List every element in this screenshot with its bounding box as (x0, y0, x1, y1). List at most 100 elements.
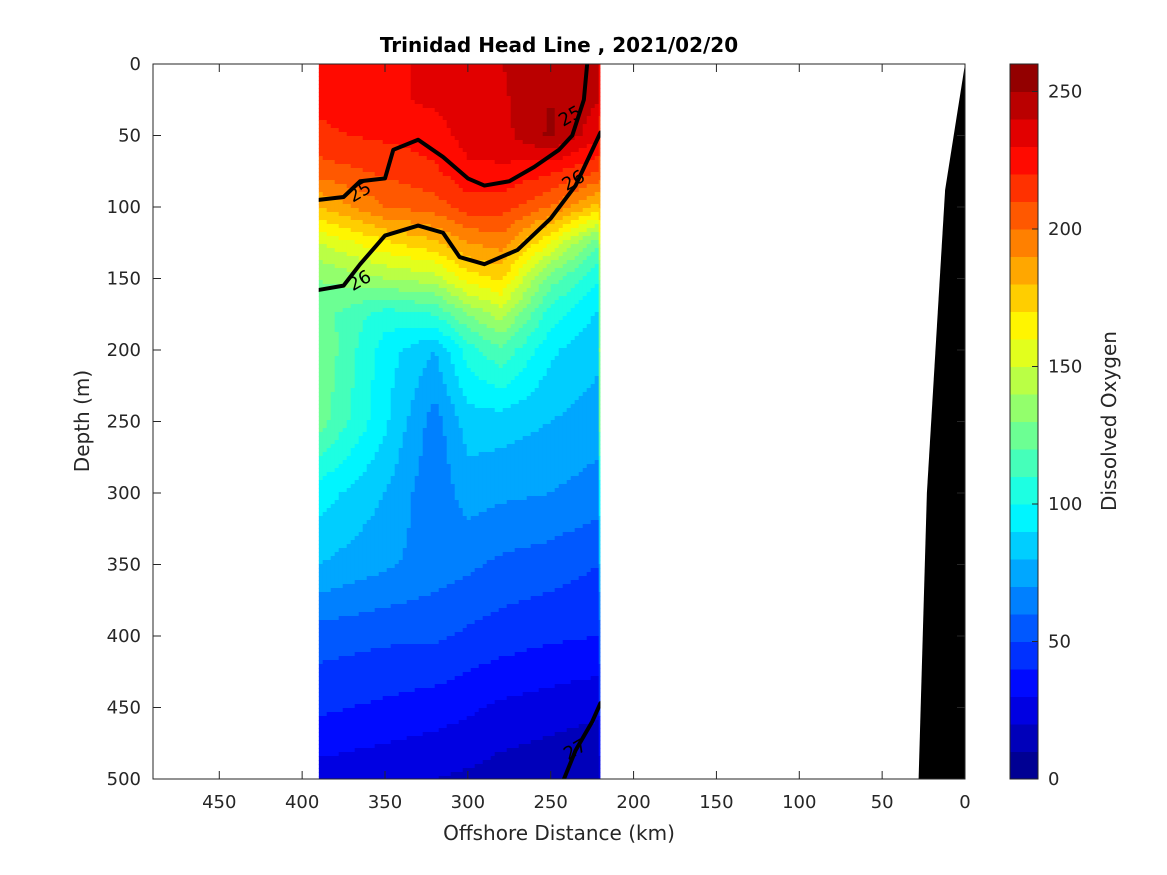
oxygen-cell (594, 224, 600, 229)
oxygen-cell (414, 64, 420, 69)
oxygen-cell (326, 308, 332, 313)
oxygen-cell (410, 196, 416, 201)
oxygen-cell (342, 292, 348, 297)
oxygen-cell (546, 108, 552, 113)
oxygen-cell (470, 100, 476, 105)
oxygen-cell (514, 96, 520, 101)
oxygen-cell (506, 104, 512, 109)
oxygen-cell (350, 256, 356, 261)
oxygen-cell (598, 64, 601, 69)
oxygen-cell (486, 112, 492, 117)
oxygen-cell (470, 212, 476, 217)
oxygen-cell (486, 212, 492, 217)
oxygen-cell (346, 184, 352, 189)
oxygen-cell (554, 76, 560, 81)
oxygen-cell (574, 192, 580, 197)
oxygen-cell (386, 276, 392, 281)
oxygen-cell (546, 260, 552, 265)
oxygen-cell (346, 68, 352, 73)
oxygen-cell (386, 340, 392, 345)
oxygen-cell (490, 184, 496, 189)
oxygen-cell (426, 96, 432, 101)
oxygen-cell (558, 264, 564, 269)
oxygen-cell (346, 88, 352, 93)
oxygen-cell (354, 172, 360, 177)
oxygen-cell (550, 260, 556, 265)
oxygen-cell (362, 268, 368, 273)
oxygen-cell (406, 232, 412, 237)
oxygen-cell (530, 108, 536, 113)
oxygen-cell (394, 304, 400, 309)
oxygen-cell (458, 212, 464, 217)
oxygen-cell (586, 200, 592, 205)
oxygen-cell (350, 160, 356, 165)
oxygen-cell (398, 72, 404, 77)
oxygen-cell (510, 80, 516, 85)
oxygen-cell (526, 124, 532, 129)
oxygen-cell (482, 124, 488, 129)
oxygen-cell (490, 328, 496, 333)
oxygen-cell (562, 160, 568, 165)
oxygen-cell (322, 100, 328, 105)
oxygen-cell (470, 328, 476, 333)
oxygen-cell (542, 264, 548, 269)
oxygen-cell (342, 332, 348, 337)
oxygen-cell (318, 88, 324, 93)
oxygen-cell (418, 216, 424, 221)
oxygen-cell (426, 108, 432, 113)
oxygen-cell (586, 260, 592, 265)
oxygen-cell (526, 268, 532, 273)
oxygen-cell (534, 144, 540, 149)
oxygen-cell (546, 184, 552, 189)
oxygen-cell (466, 196, 472, 201)
oxygen-cell (566, 164, 572, 169)
oxygen-cell (326, 248, 332, 253)
oxygen-cell (454, 176, 460, 181)
oxygen-cell (386, 308, 392, 313)
oxygen-cell (394, 208, 400, 213)
oxygen-cell (594, 328, 600, 333)
oxygen-cell (318, 344, 324, 349)
oxygen-cell (574, 164, 580, 169)
oxygen-cell (498, 300, 504, 305)
oxygen-cell (546, 236, 552, 241)
oxygen-cell (370, 116, 376, 121)
oxygen-cell (526, 164, 532, 169)
oxygen-cell (582, 248, 588, 253)
oxygen-cell (394, 140, 400, 145)
oxygen-cell (502, 236, 508, 241)
oxygen-cell (338, 216, 344, 221)
oxygen-cell (330, 344, 336, 349)
oxygen-cell (446, 124, 452, 129)
oxygen-cell (578, 252, 584, 257)
oxygen-cell (426, 156, 432, 161)
oxygen-cell (410, 88, 416, 93)
oxygen-cell (478, 192, 484, 197)
oxygen-cell (358, 224, 364, 229)
oxygen-cell (542, 196, 548, 201)
oxygen-cell (362, 272, 368, 277)
oxygen-cell (462, 236, 468, 241)
oxygen-cell (338, 160, 344, 165)
oxygen-cell (590, 288, 596, 293)
oxygen-cell (334, 304, 340, 309)
oxygen-cell (350, 288, 356, 293)
oxygen-cell (478, 124, 484, 129)
oxygen-cell (354, 200, 360, 205)
oxygen-cell (566, 96, 572, 101)
oxygen-cell (442, 240, 448, 245)
oxygen-cell (318, 104, 324, 109)
oxygen-cell (542, 100, 548, 105)
oxygen-cell (330, 124, 336, 129)
oxygen-cell (466, 292, 472, 297)
oxygen-cell (362, 68, 368, 73)
oxygen-cell (566, 144, 572, 149)
oxygen-cell (426, 136, 432, 141)
oxygen-cell (322, 276, 328, 281)
oxygen-cell (502, 136, 508, 141)
oxygen-cell (454, 220, 460, 225)
oxygen-cell (382, 88, 388, 93)
oxygen-cell (450, 176, 456, 181)
oxygen-cell (354, 344, 360, 349)
oxygen-cell (598, 120, 601, 125)
